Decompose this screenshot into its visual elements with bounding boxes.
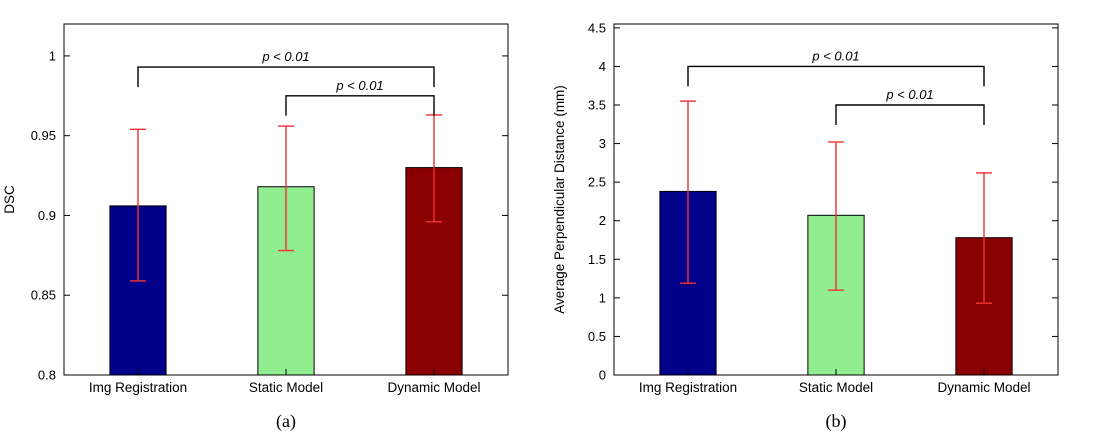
y-tick-label: 4 (599, 59, 606, 74)
y-tick-label: 1 (599, 290, 606, 305)
y-axis-label: DSC (2, 185, 17, 214)
x-tick-label-2: Dynamic Model (937, 380, 1030, 395)
y-tick-label: 0 (599, 368, 606, 383)
sig-bracket-1 (285, 95, 435, 116)
x-tick-label-1: Static Model (249, 380, 323, 395)
sig-label-1: p < 0.01 (885, 87, 933, 102)
sig-bracket-1 (835, 104, 985, 125)
y-tick-label: 0.5 (588, 329, 606, 344)
sig-bracket-0 (687, 65, 985, 87)
x-tick-label-0: Img Registration (639, 380, 737, 395)
panel-label: (a) (276, 411, 296, 432)
panel-b: 0 0.5 1 1.5 2 2.5 3 3.5 4 4.5 Img Registration Stat… (550, 0, 1100, 435)
y-tick-label: 2.5 (588, 175, 606, 190)
y-tick-label: 3 (599, 136, 606, 151)
panel-a: 0.8 0.85 0.9 0.95 1 Img Registration Static Mo… (0, 0, 550, 435)
y-tick-label: 0.85 (31, 288, 56, 303)
y-tick-label: 1 (49, 48, 56, 63)
panel-label: (b) (826, 411, 847, 432)
y-tick-label: 2 (599, 213, 606, 228)
y-tick-label: 0.95 (31, 128, 56, 143)
y-tick-label: 0.8 (38, 368, 56, 383)
perpendicular-distance-bar-chart: 0 0.5 1 1.5 2 2.5 3 3.5 4 4.5 Img Registration Stat… (552, 20, 1059, 432)
y-tick-label: 4.5 (588, 20, 606, 35)
y-tick-label: 1.5 (588, 252, 606, 267)
sig-bracket-0 (137, 66, 435, 88)
x-tick-label-1: Static Model (799, 380, 873, 395)
x-tick-label-2: Dynamic Model (387, 380, 480, 395)
y-axis-label: Average Perpendicular Distance (mm) (552, 85, 567, 314)
sig-label-1: p < 0.01 (335, 78, 383, 93)
sig-label-0: p < 0.01 (811, 48, 859, 63)
dsc-bar-chart: 0.8 0.85 0.9 0.95 1 Img Registration Static Mo… (2, 23, 509, 432)
y-tick-label: 3.5 (588, 98, 606, 113)
x-tick-label-0: Img Registration (89, 380, 187, 395)
sig-label-0: p < 0.01 (261, 49, 309, 64)
y-tick-label: 0.9 (38, 208, 56, 223)
